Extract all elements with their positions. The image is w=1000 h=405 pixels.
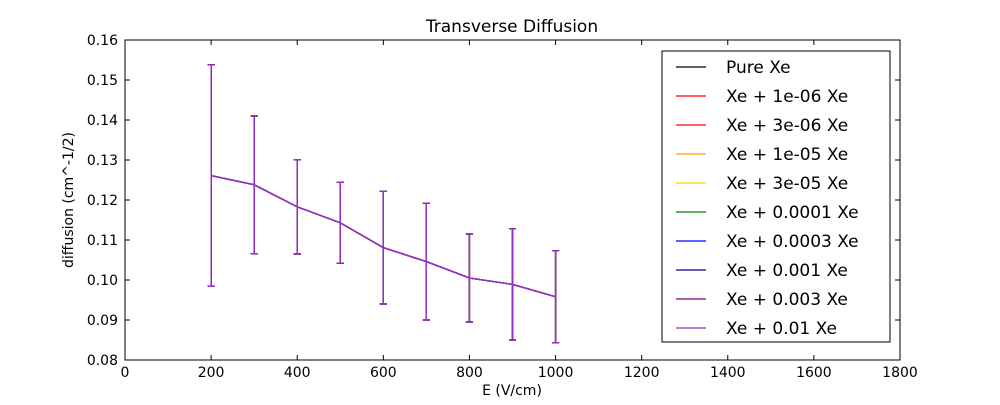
series-xe-0-01-xe	[207, 64, 560, 344]
legend-label: Xe + 0.0001 Xe	[726, 203, 859, 223]
x-tick-label: 400	[284, 365, 311, 381]
x-tick-label: 0	[121, 365, 130, 381]
y-tick-label: 0.12	[87, 193, 118, 209]
legend-label: Xe + 1e-05 Xe	[726, 145, 848, 165]
x-tick-label: 600	[370, 365, 397, 381]
y-tick-label: 0.16	[87, 33, 118, 49]
y-tick-label: 0.15	[87, 73, 118, 89]
legend-label: Xe + 3e-06 Xe	[726, 116, 848, 136]
series-line	[210, 174, 556, 298]
y-tick-label: 0.08	[87, 353, 118, 369]
chart-title: Transverse Diffusion	[425, 17, 598, 37]
y-tick-label: 0.11	[87, 233, 118, 249]
y-tick-label: 0.09	[87, 313, 118, 329]
legend-label: Xe + 0.0003 Xe	[726, 232, 859, 252]
x-tick-label: 1800	[882, 365, 918, 381]
x-tick-label: 1400	[710, 365, 746, 381]
y-axis-label: diffusion (cm^-1/2)	[61, 132, 77, 268]
x-tick-label: 200	[198, 365, 225, 381]
x-tick-label: 800	[456, 365, 483, 381]
legend-label: Pure Xe	[726, 58, 791, 78]
x-axis-label: E (V/cm)	[482, 383, 542, 399]
x-tick-label: 1600	[796, 365, 832, 381]
legend-label: Xe + 0.001 Xe	[726, 261, 848, 281]
axes-frame	[124, 39, 901, 361]
plot-area: 0 200 400 600 800 1000 1200 1400 1600 1800 0.08 0.0…	[87, 33, 918, 381]
legend-label: Xe + 0.003 Xe	[726, 290, 848, 310]
legend-label: Xe + 0.01 Xe	[726, 319, 837, 339]
legend-box	[661, 50, 891, 343]
y-tick-label: 0.14	[87, 113, 118, 129]
y-tick-label: 0.13	[87, 153, 118, 169]
legend: Pure Xe Xe + 1e-06 Xe Xe + 3e-06 Xe Xe + 1e…	[661, 50, 891, 343]
y-tick-label: 0.10	[87, 273, 118, 289]
x-tick-label: 1000	[538, 365, 574, 381]
x-tick-label: 1200	[624, 365, 660, 381]
legend-label: Xe + 1e-06 Xe	[726, 87, 848, 107]
legend-label: Xe + 3e-05 Xe	[726, 174, 848, 194]
